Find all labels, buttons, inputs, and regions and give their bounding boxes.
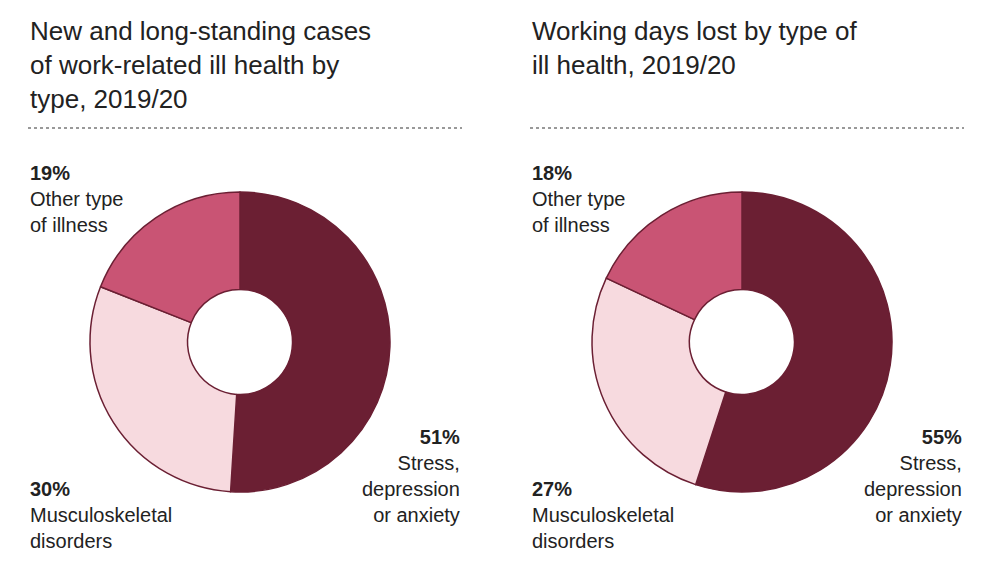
svg-text:18%Other typeof illness: 18%Other typeof illness — [532, 162, 625, 236]
svg-text:19%Other typeof illness: 19%Other typeof illness — [30, 162, 123, 236]
svg-text:Working days lost by type ofil: Working days lost by type ofill health, … — [532, 16, 857, 80]
svg-text:30%Musculoskeletaldisorders: 30%Musculoskeletaldisorders — [30, 478, 172, 552]
svg-text:51%Stress,depressionor anxiety: 51%Stress,depressionor anxiety — [362, 426, 460, 526]
svg-text:New and long-standing casesof: New and long-standing casesof work-relat… — [30, 16, 371, 114]
svg-text:27%Musculoskeletaldisorders: 27%Musculoskeletaldisorders — [532, 478, 674, 552]
svg-text:55%Stress,depressionor anxiety: 55%Stress,depressionor anxiety — [864, 426, 962, 526]
